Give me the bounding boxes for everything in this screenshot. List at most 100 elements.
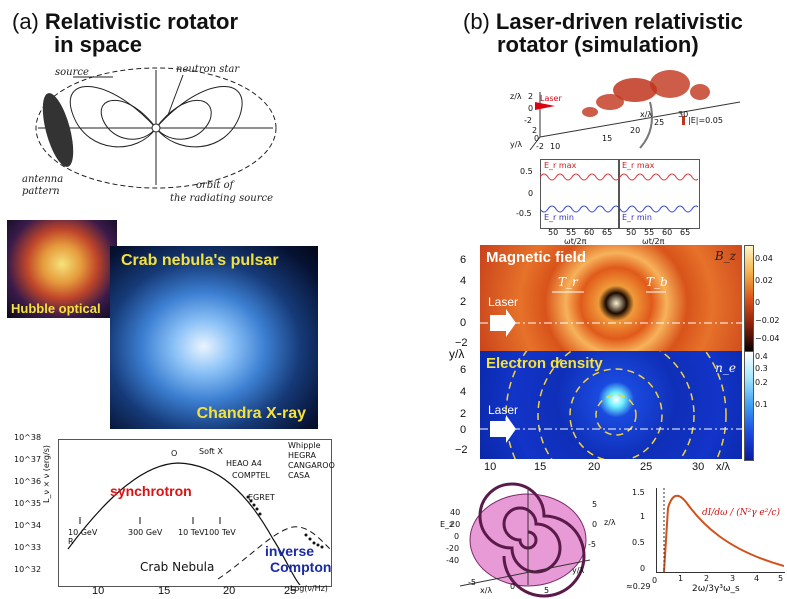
electron-density-map: Electron density Laser n_e bbox=[480, 351, 742, 459]
map-xtick-0: 10 bbox=[484, 461, 497, 473]
panel-a-title-line2: in space bbox=[54, 32, 143, 57]
egret-label: EGRET bbox=[248, 493, 275, 502]
spiral-ylabel: y/λ bbox=[572, 566, 585, 575]
tr-label: T_r bbox=[558, 275, 578, 289]
map-xtick-3: 25 bbox=[640, 461, 653, 473]
3d-e-label: |E|=0.05 bbox=[688, 116, 723, 125]
arrow-label-1: 300 GeV bbox=[128, 528, 163, 537]
cbar-ne-1: 0.3 bbox=[755, 364, 768, 373]
panel-a-title: (a) Relativistic rotator in space bbox=[12, 10, 238, 56]
3d-xtick-4: 30 bbox=[678, 110, 689, 119]
spectrum-curve-plot: 1.5 1 0.5 0 0 1 2 3 4 5 ≈0.29 2ω/3γ³ω_s … bbox=[626, 488, 786, 598]
spiral-ztick-2: 0 bbox=[454, 532, 460, 541]
curve-marker: ≈0.29 bbox=[626, 582, 651, 591]
curve-xtick-4: 4 bbox=[754, 574, 760, 583]
map-xtick-4: 30 bbox=[692, 461, 705, 473]
3d-xlabel: x/λ bbox=[640, 110, 653, 119]
map-xtick-1: 15 bbox=[534, 461, 547, 473]
osc-xtick-0: 50 bbox=[548, 228, 559, 237]
electron-laser-label: Laser bbox=[488, 403, 519, 417]
map-ytick-top-4: −2 bbox=[455, 337, 468, 349]
curve-xtick-3: 3 bbox=[730, 574, 736, 583]
colorbar-bz bbox=[744, 245, 754, 353]
tb-label: T_b bbox=[646, 275, 668, 289]
r-label: R bbox=[68, 537, 74, 546]
map-ytick-top-1: 4 bbox=[460, 275, 467, 287]
panel-b-letter: (b) bbox=[463, 9, 490, 34]
panel-b-title-line1: Laser-driven relativistic bbox=[495, 9, 743, 34]
spec-xtick-0: 10 bbox=[92, 585, 105, 597]
crab-pulsar-label: Crab nebula's pulsar bbox=[121, 252, 279, 269]
osc-xtick-3b: 65 bbox=[680, 228, 691, 237]
3d-ztick-0: 2 bbox=[528, 92, 534, 101]
cbar-bz-3: −0.02 bbox=[755, 316, 780, 325]
o-label: O bbox=[171, 449, 178, 458]
map-ytick-bot-4: −2 bbox=[455, 444, 468, 456]
3d-ztick-2: -2 bbox=[524, 116, 532, 125]
inverse-compton-label-1: inverse bbox=[265, 543, 315, 559]
sketch-source-label: source bbox=[55, 67, 89, 78]
3d-laser-label: Laser bbox=[540, 94, 562, 103]
spec-ytick-5: 10^33 bbox=[14, 543, 42, 552]
osc-left-top: E_r max bbox=[544, 161, 577, 170]
spec-xlabel: Log(ν/Hz) bbox=[290, 584, 328, 593]
osc-xlabel-left: ωt/2π bbox=[564, 237, 587, 246]
magnetic-field-map: Magnetic field Laser T_r T_b B_z bbox=[480, 245, 742, 351]
sketch-antenna-label-1: antenna bbox=[22, 174, 64, 185]
sketch-antenna-label-2: pattern bbox=[22, 186, 60, 197]
legend-casa: CASA bbox=[288, 471, 310, 480]
spiral-xlabel: x/λ bbox=[480, 586, 493, 595]
pulsar-sketch bbox=[35, 67, 277, 189]
curve-xlabel: 2ω/3γ³ω_s bbox=[692, 584, 740, 594]
spec-ytick-3: 10^35 bbox=[14, 499, 42, 508]
3d-xtick-3: 25 bbox=[654, 118, 665, 127]
crab-spectrum-plot: 10^38 10^37 10^36 10^35 10^34 10^33 10^3… bbox=[12, 433, 335, 597]
osc-xtick-1: 55 bbox=[566, 228, 577, 237]
curve-ytick-1: 1 bbox=[640, 512, 646, 521]
spec-ylabel: L_ν × ν (erg/s) bbox=[42, 445, 51, 503]
map-ylabel: y/λ bbox=[449, 347, 465, 361]
chandra-image: Crab nebula's pulsar Chandra X-ray bbox=[110, 246, 318, 429]
cbar-ne-0: 0.4 bbox=[755, 352, 768, 361]
curve-formula: dI/dω / (N²γ e²/c) bbox=[702, 508, 780, 518]
map-ytick-bot-2: 2 bbox=[460, 408, 467, 420]
ne-label: n_e bbox=[715, 361, 736, 375]
legend-whipple: Whipple bbox=[288, 441, 321, 450]
osc-xtick-2: 60 bbox=[584, 228, 595, 237]
cbar-ne-2: 0.2 bbox=[755, 378, 768, 387]
colorbar-ne bbox=[744, 351, 754, 461]
3d-xtick-2: 20 bbox=[630, 126, 641, 135]
spiral-rlabel: z/λ bbox=[604, 518, 616, 527]
spiral-btick-0: -5 bbox=[468, 578, 476, 587]
hubble-label: Hubble optical bbox=[11, 301, 101, 316]
oscillation-plots: E_r max E_r min E_r max E_r min 0.5 0 -0… bbox=[510, 155, 720, 246]
3d-zlabel: z/λ bbox=[510, 92, 522, 101]
arrow-label-2: 10 TeV bbox=[178, 528, 205, 537]
hubble-image: Hubble optical bbox=[7, 220, 117, 318]
antenna-pattern-shape bbox=[42, 93, 74, 167]
curve-xtick-5: 5 bbox=[778, 574, 784, 583]
legend-cangaroo: CANGAROO bbox=[288, 461, 335, 470]
spiral-btick-2: 5 bbox=[544, 586, 550, 595]
osc-xtick-3: 65 bbox=[602, 228, 613, 237]
arrow-label-3: 100 TeV bbox=[204, 528, 236, 537]
3d-ytick-0: 2 bbox=[532, 126, 538, 135]
spiral-ztick-3: -20 bbox=[446, 544, 460, 553]
spiral-rtick-2: -5 bbox=[588, 540, 596, 549]
curve-xtick-1: 1 bbox=[678, 574, 684, 583]
panel-a-letter: (a) bbox=[12, 9, 39, 34]
magnetic-field-title: Magnetic field bbox=[486, 249, 587, 266]
sketch-orbit-label-2: the radiating source bbox=[170, 193, 273, 204]
map-ytick-top-3: 0 bbox=[460, 317, 467, 329]
comptel-label: COMPTEL bbox=[232, 471, 271, 480]
spec-ytick-2: 10^36 bbox=[14, 477, 42, 486]
sketch-orbit-label-1: orbit of bbox=[196, 180, 234, 191]
3d-ytick-2: -2 bbox=[536, 142, 544, 151]
map-ytick-top-0: 6 bbox=[460, 254, 467, 266]
spiral-ez: E_z bbox=[440, 520, 454, 529]
cbar-bz-1: 0.02 bbox=[755, 276, 773, 285]
curve-ytick-3: 0 bbox=[640, 564, 646, 573]
bz-label: B_z bbox=[714, 249, 736, 263]
spec-xtick-2: 20 bbox=[223, 585, 236, 597]
inverse-compton-label-2: Compton bbox=[270, 559, 332, 575]
